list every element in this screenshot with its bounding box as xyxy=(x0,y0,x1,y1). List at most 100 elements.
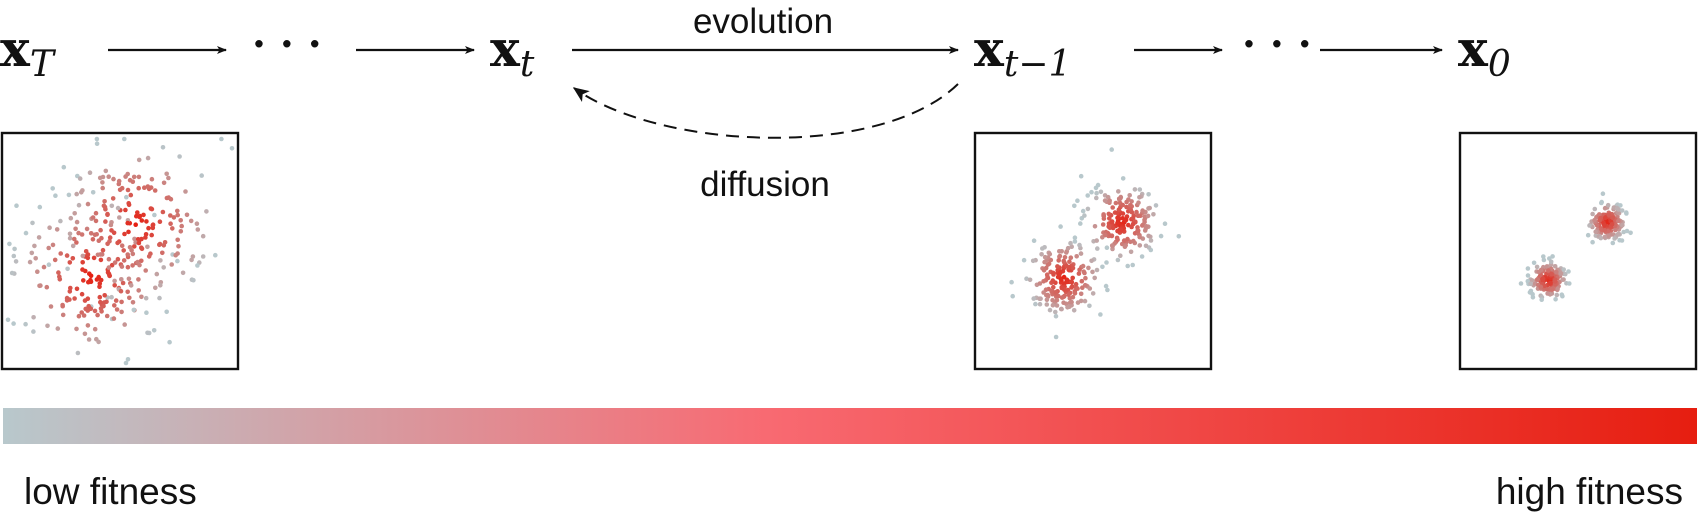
scatter-point xyxy=(73,226,78,232)
scatter-point xyxy=(1070,275,1075,281)
node-xT: xT xyxy=(0,19,57,85)
scatter-point xyxy=(57,274,62,279)
scatter-point xyxy=(1061,258,1066,264)
scatter-point xyxy=(27,259,33,265)
panel-x0 xyxy=(1458,131,1698,371)
scatter-point xyxy=(46,245,51,251)
scatter-point xyxy=(85,252,91,257)
scatter-point xyxy=(1146,206,1151,211)
scatter-point xyxy=(1109,219,1115,224)
scatter-point xyxy=(1135,228,1141,233)
scatter-point xyxy=(143,268,148,273)
scatter-point xyxy=(1050,278,1056,283)
scatter-point xyxy=(105,241,110,247)
scatter-point xyxy=(12,246,17,252)
scatter-point xyxy=(1037,281,1043,286)
scatter-point xyxy=(1087,303,1092,309)
scatter-point xyxy=(88,277,93,283)
scatter-point xyxy=(1095,246,1100,251)
scatter-point xyxy=(1587,223,1592,228)
scatter-point xyxy=(80,253,86,259)
scatter-point xyxy=(1619,238,1625,243)
scatter-point xyxy=(90,237,96,242)
scatter-point xyxy=(160,145,166,150)
scatter-point xyxy=(136,288,141,293)
scatter-point xyxy=(1143,243,1149,249)
scatter-point xyxy=(1115,215,1120,221)
scatter-point xyxy=(213,252,218,258)
scatter-point xyxy=(133,222,138,227)
scatter-point xyxy=(52,257,58,263)
scatter-point xyxy=(200,254,206,259)
scatter-point xyxy=(94,136,100,142)
scatter-point xyxy=(1540,276,1546,282)
scatter-point xyxy=(126,229,131,235)
scatter-point xyxy=(1615,232,1620,237)
scatter-point xyxy=(83,306,88,312)
scatter-point xyxy=(101,300,107,305)
scatter-point xyxy=(1077,242,1082,248)
scatter-point xyxy=(1544,286,1550,292)
scatter-point xyxy=(1144,224,1149,229)
scatter-point xyxy=(1618,203,1623,208)
scatter-point xyxy=(170,226,175,231)
scatter-point xyxy=(31,329,36,334)
scatter-point xyxy=(1146,192,1151,197)
scatter-point xyxy=(1042,259,1047,265)
scatter-point xyxy=(70,255,76,261)
scatter-point xyxy=(171,215,177,220)
scatter-point xyxy=(191,277,196,283)
scatter-point xyxy=(1076,271,1082,276)
scatter-point xyxy=(169,262,174,267)
scatter-point xyxy=(145,155,151,161)
scatter-point xyxy=(200,233,206,239)
scatter-point xyxy=(1057,253,1063,259)
scatter-point xyxy=(106,256,112,262)
scatter-point xyxy=(1137,234,1142,240)
scatter-point xyxy=(85,255,91,261)
scatter-point xyxy=(1102,198,1108,203)
scatter-point xyxy=(157,295,162,301)
scatter-point xyxy=(67,231,73,237)
scatter-point xyxy=(11,321,16,326)
scatter-point xyxy=(1593,229,1598,234)
scatter-point xyxy=(136,185,141,191)
scatter-point xyxy=(1110,225,1116,231)
scatter-point xyxy=(54,227,60,232)
scatter-point xyxy=(1059,285,1065,291)
scatter-point xyxy=(1616,218,1621,224)
scatter-point xyxy=(1597,218,1602,223)
scatter-point xyxy=(66,192,72,198)
scatter-point xyxy=(1080,208,1086,214)
scatter-point xyxy=(56,270,61,275)
scatter-point xyxy=(93,210,99,216)
scatter-point xyxy=(1037,301,1043,307)
scatter-point xyxy=(1105,287,1110,293)
scatter-point xyxy=(1131,238,1136,244)
scatter-point xyxy=(82,331,88,337)
scatter-point xyxy=(30,220,35,226)
scatter-point xyxy=(145,330,150,336)
scatter-point xyxy=(168,196,174,202)
scatter-point xyxy=(121,258,127,263)
low-fitness-label: low fitness xyxy=(24,471,197,512)
scatter-point xyxy=(158,258,163,263)
scatter-point xyxy=(1136,200,1141,205)
scatter-point xyxy=(153,285,158,291)
scatter-point xyxy=(80,267,85,272)
scatter-point xyxy=(151,328,157,333)
scatter-point xyxy=(100,247,106,253)
scatter-point xyxy=(1031,296,1036,301)
scatter-point xyxy=(1069,299,1074,305)
scatter-point xyxy=(1140,208,1145,213)
scatter-point xyxy=(1558,271,1564,277)
scatter-point xyxy=(94,141,100,146)
scatter-point xyxy=(120,280,126,286)
diffusion-label: diffusion xyxy=(700,165,830,204)
scatter-point xyxy=(86,337,92,342)
scatter-point xyxy=(110,196,116,201)
scatter-point xyxy=(1103,232,1108,238)
scatter-point xyxy=(1541,254,1546,259)
scatter-point xyxy=(106,265,112,270)
scatter-point xyxy=(1602,228,1607,233)
